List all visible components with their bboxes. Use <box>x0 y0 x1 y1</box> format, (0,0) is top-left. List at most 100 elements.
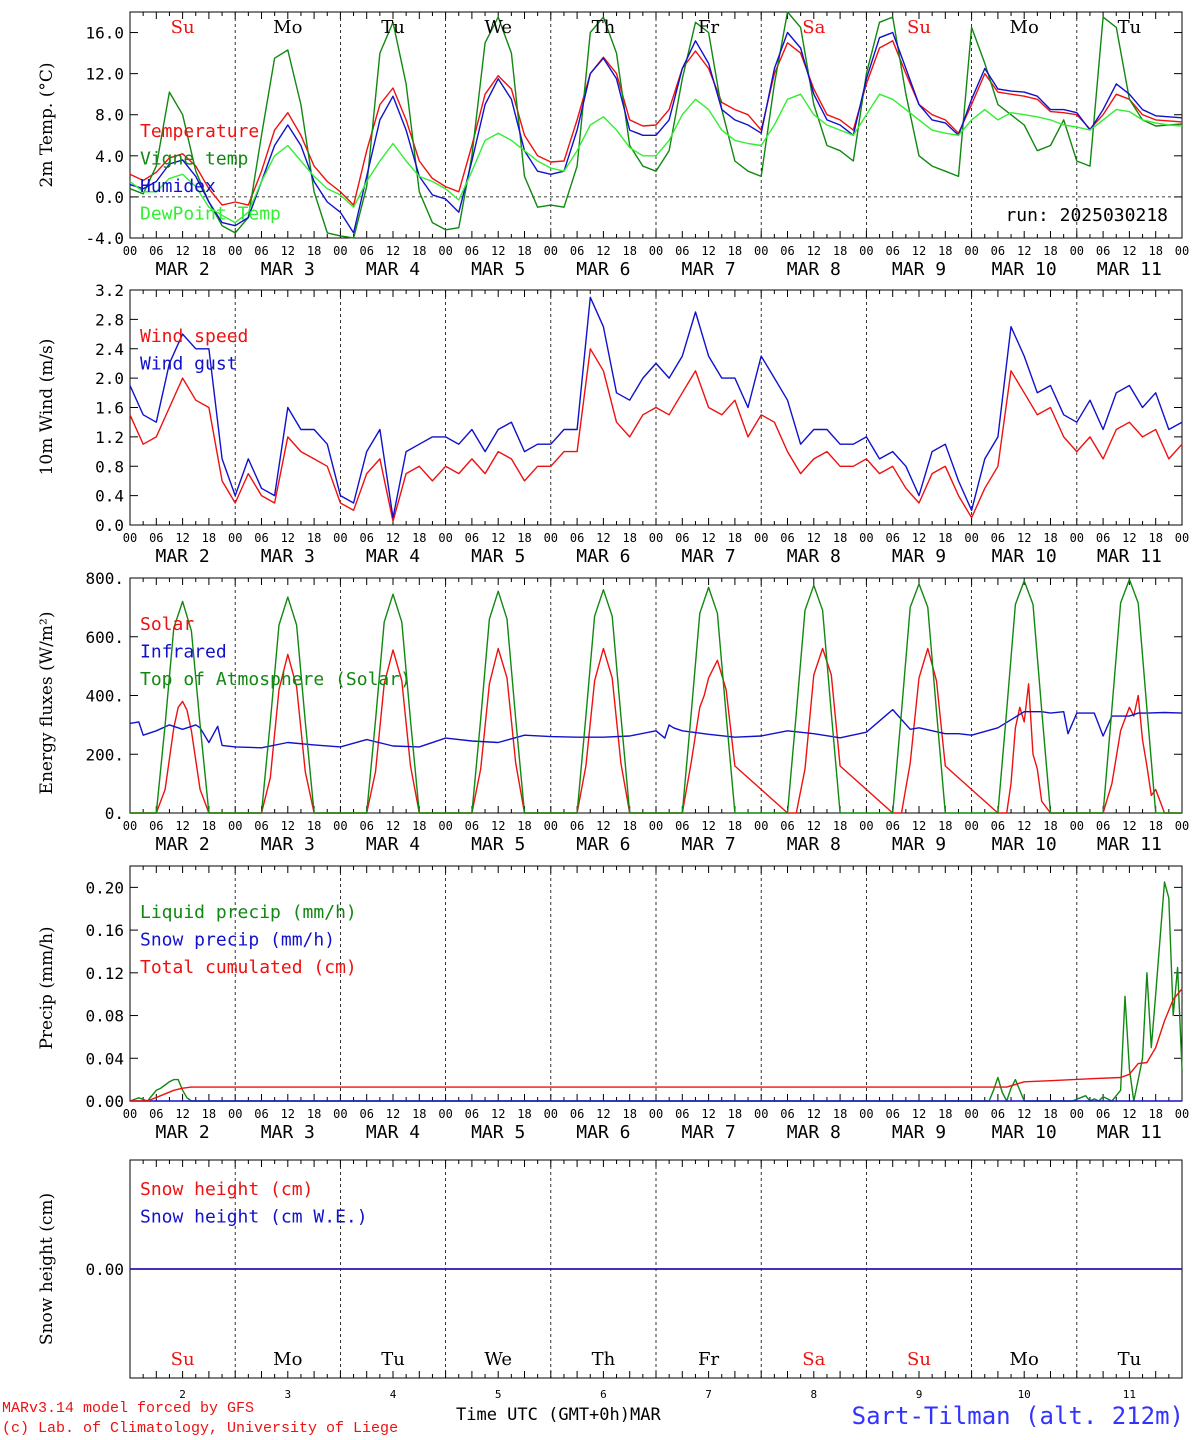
hour-label: 06 <box>570 819 584 833</box>
day-number: 8 <box>810 1388 817 1400</box>
hour-label: 00 <box>1070 531 1084 545</box>
hour-label: 06 <box>149 244 163 258</box>
y-axis-label: 10m Wind (m/s) <box>37 339 57 476</box>
legend-entry: Infrared <box>140 642 227 663</box>
legend-entry: Wind speed <box>140 326 248 347</box>
date-label: MAR 8 <box>787 546 841 567</box>
series-line-solar <box>130 647 1182 814</box>
hour-label: 18 <box>517 244 531 258</box>
hour-label: 00 <box>1175 244 1189 258</box>
hour-label: 18 <box>202 244 216 258</box>
y-axis-label: 2m Temp. (°C) <box>37 62 57 187</box>
weekday-bottom-label: Tu <box>1118 1349 1142 1370</box>
hour-label: 06 <box>991 531 1005 545</box>
series-line-total-cumulated-cm- <box>130 988 1183 1102</box>
hour-label: 06 <box>675 244 689 258</box>
y-tick-label: 4.0 <box>95 147 124 166</box>
hour-label: 00 <box>1070 819 1084 833</box>
hour-label: 06 <box>359 531 373 545</box>
time-axis-title: Time UTC (GMT+0h)MAR <box>456 1405 661 1425</box>
series-line-vigne-temp <box>129 11 1183 239</box>
hour-label: 18 <box>938 531 952 545</box>
weekday-top-label: Fr <box>698 17 719 38</box>
hour-label: 06 <box>465 531 479 545</box>
hour-label: 12 <box>491 531 505 545</box>
hour-label: 06 <box>991 819 1005 833</box>
run-label: run: 2025030218 <box>1005 205 1168 226</box>
hour-label: 18 <box>307 531 321 545</box>
hour-label: 00 <box>544 244 558 258</box>
hour-label: 06 <box>885 819 899 833</box>
date-label: MAR 9 <box>892 259 946 280</box>
hour-label: 00 <box>438 1107 452 1121</box>
y-tick-label: 200. <box>85 745 124 764</box>
date-label: MAR 9 <box>892 1122 946 1143</box>
hour-label: 00 <box>438 819 452 833</box>
y-tick-label: 400. <box>85 687 124 706</box>
hour-label: 12 <box>1017 531 1031 545</box>
y-tick-label: 0.0 <box>95 188 124 207</box>
hour-label: 18 <box>412 1107 426 1121</box>
date-label: MAR 10 <box>992 546 1057 567</box>
date-label: MAR 9 <box>892 546 946 567</box>
hour-label: 12 <box>281 244 295 258</box>
hour-label: 06 <box>570 244 584 258</box>
y-tick-label: 0.12 <box>85 964 124 983</box>
hour-label: 06 <box>885 1107 899 1121</box>
day-number: 7 <box>705 1388 712 1400</box>
y-axis-label: Precip (mm/h) <box>37 926 57 1049</box>
day-number: 11 <box>1123 1388 1136 1400</box>
y-tick-label: 0.16 <box>85 921 124 940</box>
hour-label: 18 <box>202 531 216 545</box>
hour-label: 18 <box>517 819 531 833</box>
date-label: MAR 4 <box>366 259 420 280</box>
hour-label: 18 <box>307 244 321 258</box>
hour-label: 12 <box>701 531 715 545</box>
y-tick-label: 0.00 <box>85 1092 124 1111</box>
hour-label: 00 <box>1070 244 1084 258</box>
hour-label: 12 <box>1122 819 1136 833</box>
hour-label: 00 <box>964 819 978 833</box>
date-label: MAR 5 <box>471 546 525 567</box>
hour-label: 00 <box>964 531 978 545</box>
hour-label: 18 <box>1148 819 1162 833</box>
date-label: MAR 6 <box>576 1122 630 1143</box>
hour-label: 06 <box>675 531 689 545</box>
hour-label: 00 <box>964 1107 978 1121</box>
hour-label: 12 <box>281 531 295 545</box>
hour-label: 00 <box>228 819 242 833</box>
hour-label: 12 <box>701 244 715 258</box>
weekday-top-label: Mo <box>273 17 302 38</box>
y-tick-label: 0.08 <box>85 1007 124 1026</box>
y-tick-label: 0.0 <box>95 516 124 535</box>
hour-label: 12 <box>596 1107 610 1121</box>
date-label: MAR 8 <box>787 834 841 855</box>
hour-label: 12 <box>807 819 821 833</box>
hour-label: 06 <box>254 819 268 833</box>
date-label: MAR 2 <box>156 834 210 855</box>
hour-label: 06 <box>149 1107 163 1121</box>
time-axis-label: Time UTC (GMT+0h) <box>456 1405 630 1425</box>
hour-label: 18 <box>412 244 426 258</box>
weekday-top-label: Tu <box>381 17 405 38</box>
hour-label: 12 <box>807 531 821 545</box>
model-credit: MARv3.14 model forced by GFS <box>2 1400 255 1417</box>
hour-label: 00 <box>1070 1107 1084 1121</box>
hour-label: 12 <box>386 1107 400 1121</box>
hour-label: 06 <box>1096 244 1110 258</box>
hour-label: 18 <box>307 819 321 833</box>
hour-label: 00 <box>754 1107 768 1121</box>
date-label: MAR 6 <box>576 546 630 567</box>
hour-label: 00 <box>544 819 558 833</box>
hour-label: 18 <box>202 1107 216 1121</box>
hour-label: 06 <box>359 819 373 833</box>
date-label: MAR 3 <box>261 834 315 855</box>
series-line-wind-gust <box>129 296 1183 519</box>
hour-label: 00 <box>438 531 452 545</box>
hour-label: 12 <box>386 244 400 258</box>
hour-label: 06 <box>570 531 584 545</box>
hour-label: 18 <box>1148 531 1162 545</box>
month-label: MAR <box>630 1405 661 1425</box>
hour-label: 18 <box>833 531 847 545</box>
hour-label: 18 <box>1043 531 1057 545</box>
